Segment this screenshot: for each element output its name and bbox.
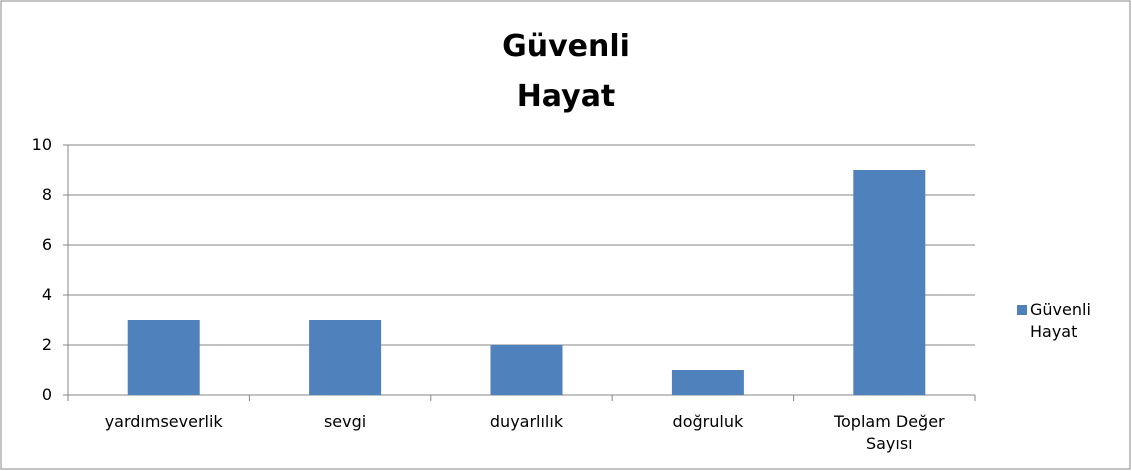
x-tick-label: sevgi [323,412,367,431]
x-tick-label: Toplam Değer Sayısı [833,412,945,453]
chart-title: Güvenli Hayat [502,29,630,114]
y-tick-label: 10 [31,135,52,154]
y-tick-label: 4 [41,285,52,304]
x-tick-label: duyarlılık [489,412,564,431]
y-tick-label: 0 [41,385,52,404]
x-tick-label: yardımseverlik [104,412,223,431]
legend-label: Güvenli Hayat [1030,300,1091,341]
y-tick-label: 6 [41,235,52,254]
bar [490,345,563,395]
bar [853,170,926,395]
bar [127,320,200,395]
bar [309,320,382,395]
y-tick-label: 2 [41,335,52,354]
bar [671,370,744,395]
x-tick-label: doğruluk [672,412,744,431]
legend-swatch [1017,305,1027,315]
y-tick-label: 8 [41,185,52,204]
